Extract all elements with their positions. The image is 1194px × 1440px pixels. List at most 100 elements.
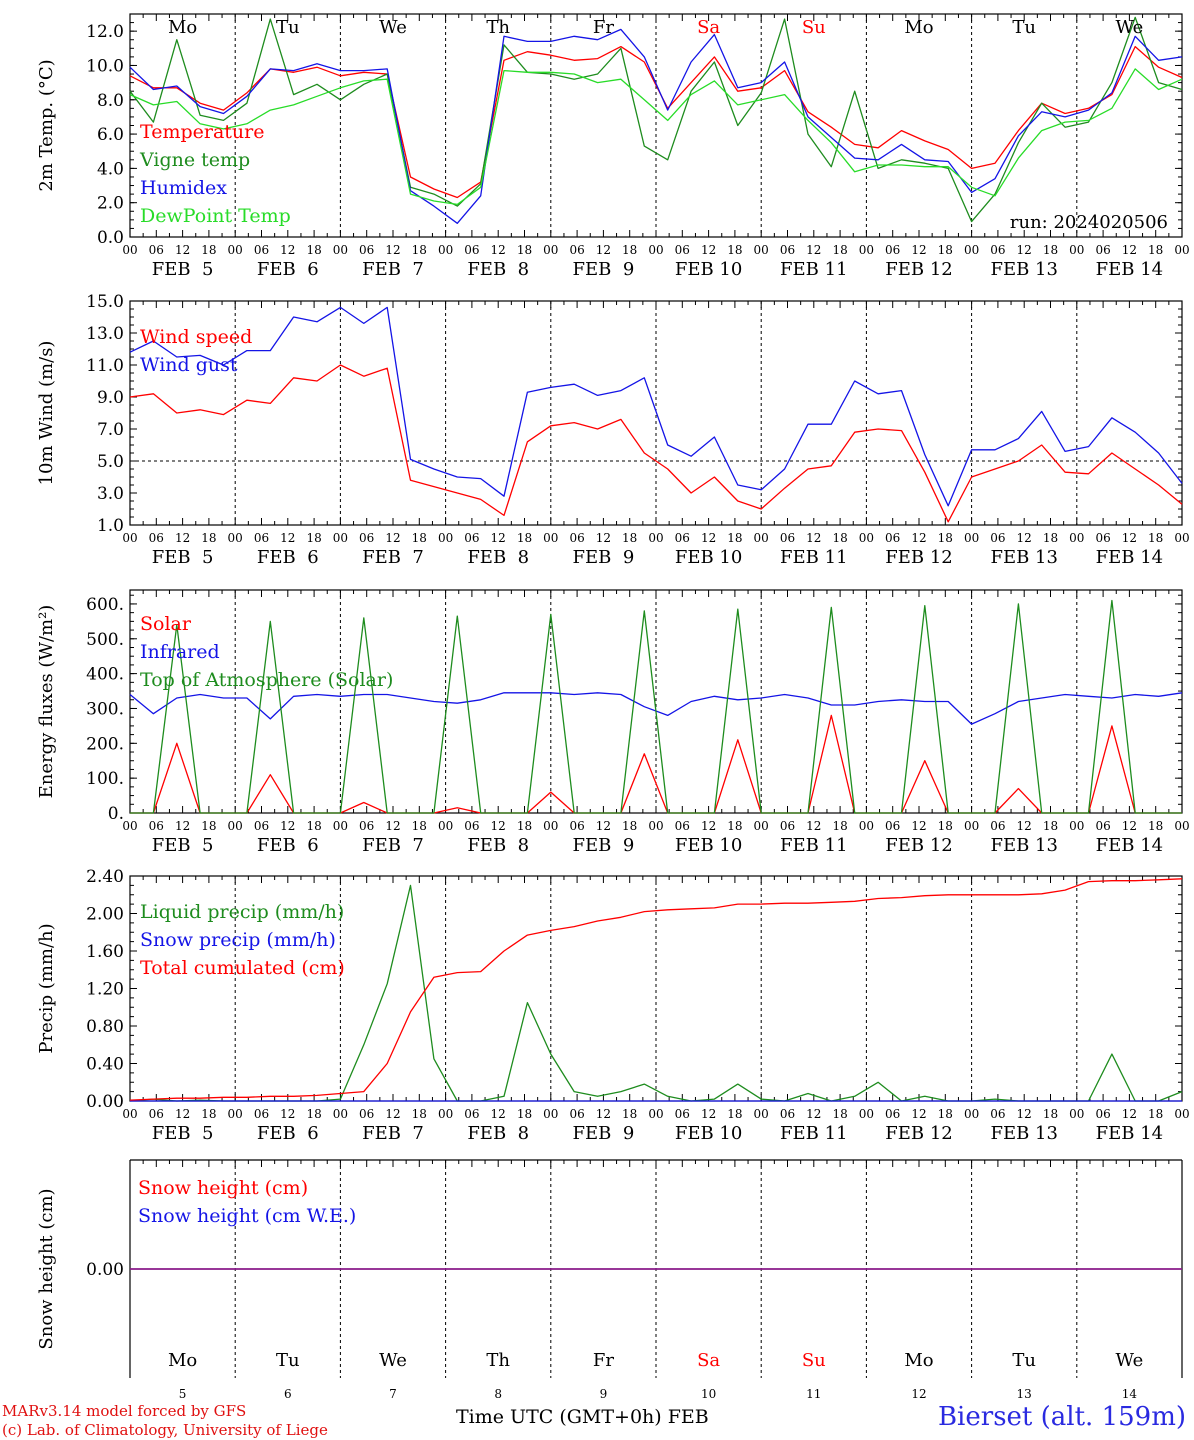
- hour-tick-label: 12: [280, 819, 295, 833]
- hour-tick-label: 00: [228, 819, 243, 833]
- weekday-label: We: [379, 17, 407, 38]
- date-label: FEB 13: [990, 1123, 1057, 1144]
- hour-tick-label: 00: [438, 1107, 453, 1121]
- series-line-temperature: [129, 45, 1183, 199]
- hour-tick-label: 18: [938, 819, 953, 833]
- hour-tick-label: 06: [675, 243, 690, 257]
- hour-tick-label: 00: [1174, 243, 1189, 257]
- lab-credit: (c) Lab. of Climatology, University of L…: [2, 1421, 328, 1439]
- y-axis-label: Energy fluxes (W/m²): [36, 605, 57, 799]
- hour-tick-label: 12: [806, 531, 821, 545]
- y-tick-label: 0.40: [86, 1055, 124, 1075]
- hour-tick-label: 06: [254, 243, 269, 257]
- hour-tick-label: 18: [622, 819, 637, 833]
- weekday-label: Sa: [697, 1350, 720, 1371]
- hour-tick-label: 12: [175, 243, 190, 257]
- hour-tick-label: 12: [1122, 1107, 1137, 1121]
- y-axis-label: 2m Temp. (°C): [36, 59, 57, 191]
- hour-tick-label: 12: [911, 819, 926, 833]
- hour-tick-label: 00: [438, 243, 453, 257]
- hour-tick-label: 06: [1095, 819, 1110, 833]
- date-label: FEB 5: [152, 259, 214, 280]
- hour-tick-label: 18: [832, 531, 847, 545]
- day-number-label: 11: [806, 1387, 821, 1401]
- date-label: FEB 13: [990, 259, 1057, 280]
- hour-tick-label: 18: [938, 243, 953, 257]
- hour-tick-label: 00: [122, 531, 137, 545]
- series-line-wind-speed: [129, 364, 1183, 523]
- hour-tick-label: 00: [438, 531, 453, 545]
- weekday-label: Tu: [1012, 1350, 1036, 1371]
- hour-tick-label: 18: [1148, 819, 1163, 833]
- hour-tick-label: 00: [859, 819, 874, 833]
- hour-tick-label: 00: [1174, 1107, 1189, 1121]
- hour-tick-label: 00: [648, 1107, 663, 1121]
- hour-tick-label: 00: [754, 531, 769, 545]
- hour-tick-label: 06: [1095, 531, 1110, 545]
- hour-tick-label: 06: [359, 531, 374, 545]
- y-tick-label: 2.40: [86, 867, 124, 887]
- hour-tick-label: 18: [938, 531, 953, 545]
- hour-tick-label: 12: [911, 531, 926, 545]
- hour-tick-label: 00: [333, 243, 348, 257]
- hour-tick-label: 12: [701, 243, 716, 257]
- hour-tick-label: 12: [1017, 819, 1032, 833]
- hour-tick-label: 12: [1122, 243, 1137, 257]
- hour-tick-label: 00: [648, 531, 663, 545]
- date-label: FEB 14: [1096, 259, 1163, 280]
- date-label: FEB 6: [257, 259, 319, 280]
- date-label: FEB 9: [573, 259, 635, 280]
- date-label: FEB 14: [1096, 835, 1163, 856]
- weekday-label: Mo: [904, 1350, 933, 1371]
- hour-tick-label: 18: [1148, 243, 1163, 257]
- hour-tick-label: 00: [333, 531, 348, 545]
- weekday-label: Fr: [593, 17, 614, 38]
- hour-tick-label: 06: [569, 531, 584, 545]
- hour-tick-label: 00: [333, 819, 348, 833]
- hour-tick-label: 06: [149, 243, 164, 257]
- hour-tick-label: 06: [885, 819, 900, 833]
- legend-entry: Vigne temp: [139, 149, 250, 171]
- hour-tick-label: 12: [385, 243, 400, 257]
- y-tick-label: 0.0: [97, 228, 124, 248]
- date-label: FEB 11: [780, 259, 847, 280]
- y-tick-label: 1.60: [86, 942, 124, 962]
- hour-tick-label: 18: [201, 243, 216, 257]
- run-annotation: run: 2024020506: [1010, 212, 1168, 233]
- plot-frame: [129, 13, 1183, 238]
- legend-entry: Snow height (cm W.E.): [138, 1205, 356, 1227]
- date-label: FEB 10: [675, 259, 742, 280]
- series-line-vigne-temp: [129, 16, 1183, 223]
- hour-tick-label: 18: [1043, 243, 1058, 257]
- hour-tick-label: 12: [385, 1107, 400, 1121]
- legend-entry: Wind gust: [140, 354, 238, 376]
- hour-tick-label: 12: [701, 531, 716, 545]
- y-tick-label: 500.: [86, 630, 124, 650]
- hour-tick-label: 18: [1148, 1107, 1163, 1121]
- hour-tick-label: 06: [149, 1107, 164, 1121]
- legend-entry: Snow precip (mm/h): [140, 929, 336, 951]
- hour-tick-label: 18: [306, 819, 321, 833]
- date-label: FEB 14: [1096, 1123, 1163, 1144]
- hour-tick-label: 18: [832, 243, 847, 257]
- hour-tick-label: 18: [412, 1107, 427, 1121]
- weekday-label: Mo: [168, 17, 197, 38]
- hour-tick-label: 00: [228, 243, 243, 257]
- hour-tick-label: 12: [1017, 243, 1032, 257]
- hour-tick-label: 00: [754, 819, 769, 833]
- hour-tick-label: 00: [648, 243, 663, 257]
- legend-entry: Total cumulated (cm): [140, 957, 345, 979]
- y-tick-label: 1.20: [86, 980, 124, 1000]
- hour-tick-label: 18: [517, 819, 532, 833]
- hour-tick-label: 18: [727, 819, 742, 833]
- day-number-label: 7: [389, 1387, 397, 1401]
- hour-tick-label: 12: [175, 1107, 190, 1121]
- date-label: FEB 10: [675, 835, 742, 856]
- hour-tick-label: 12: [1017, 1107, 1032, 1121]
- y-tick-label: 8.0: [97, 91, 124, 111]
- hour-tick-label: 12: [1017, 531, 1032, 545]
- panel-3: 00 06 12 18 00 06 12 18 00 06 12 18 00 06 12 18 00 06 12 18…: [36, 589, 1190, 856]
- day-number-label: 10: [701, 1387, 716, 1401]
- hour-tick-label: 06: [780, 243, 795, 257]
- hour-tick-label: 18: [832, 1107, 847, 1121]
